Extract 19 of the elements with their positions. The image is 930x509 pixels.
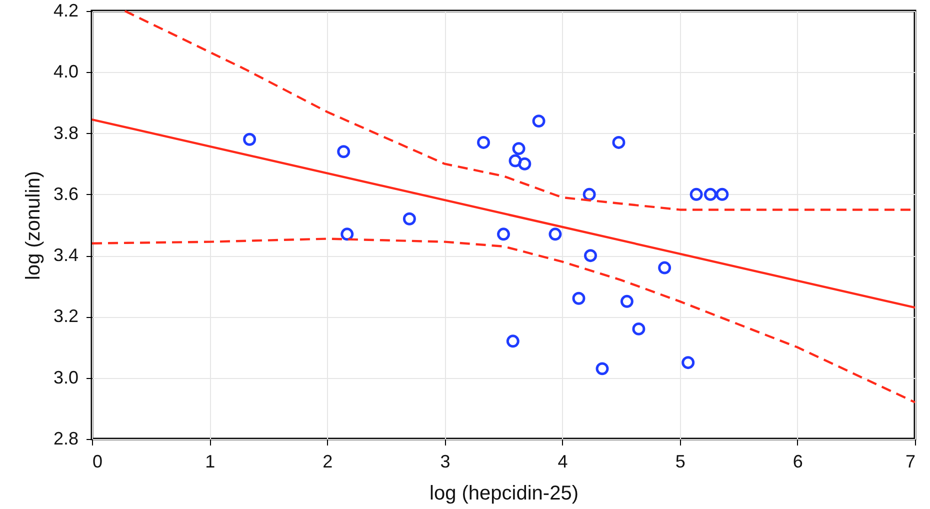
y-tick-label: 4.2 bbox=[53, 0, 78, 20]
y-tick-label: 3.4 bbox=[53, 245, 78, 266]
x-tick-label: 4 bbox=[558, 452, 568, 472]
x-tick-label: 5 bbox=[675, 452, 686, 472]
x-tick-label: 0 bbox=[92, 452, 103, 472]
y-axis-title: log (zonulin) bbox=[22, 171, 44, 280]
y-tick-label: 3.2 bbox=[53, 306, 78, 326]
y-tick-label: 3.8 bbox=[53, 122, 78, 143]
y-tick-label: 3.0 bbox=[53, 367, 78, 388]
y-tick-label: 3.6 bbox=[53, 184, 78, 204]
x-tick-label: 3 bbox=[440, 452, 450, 472]
y-tick-label: 4.0 bbox=[53, 62, 78, 82]
x-tick-label: 1 bbox=[205, 452, 216, 472]
line-series bbox=[90, 238, 916, 404]
x-tick-label: 7 bbox=[905, 452, 916, 472]
x-tick-label: 6 bbox=[792, 452, 803, 472]
y-tick-label: 2.8 bbox=[53, 428, 78, 448]
x-axis-title: log (hepcidin-25) bbox=[430, 482, 578, 504]
x-tick-label: 2 bbox=[322, 452, 333, 472]
